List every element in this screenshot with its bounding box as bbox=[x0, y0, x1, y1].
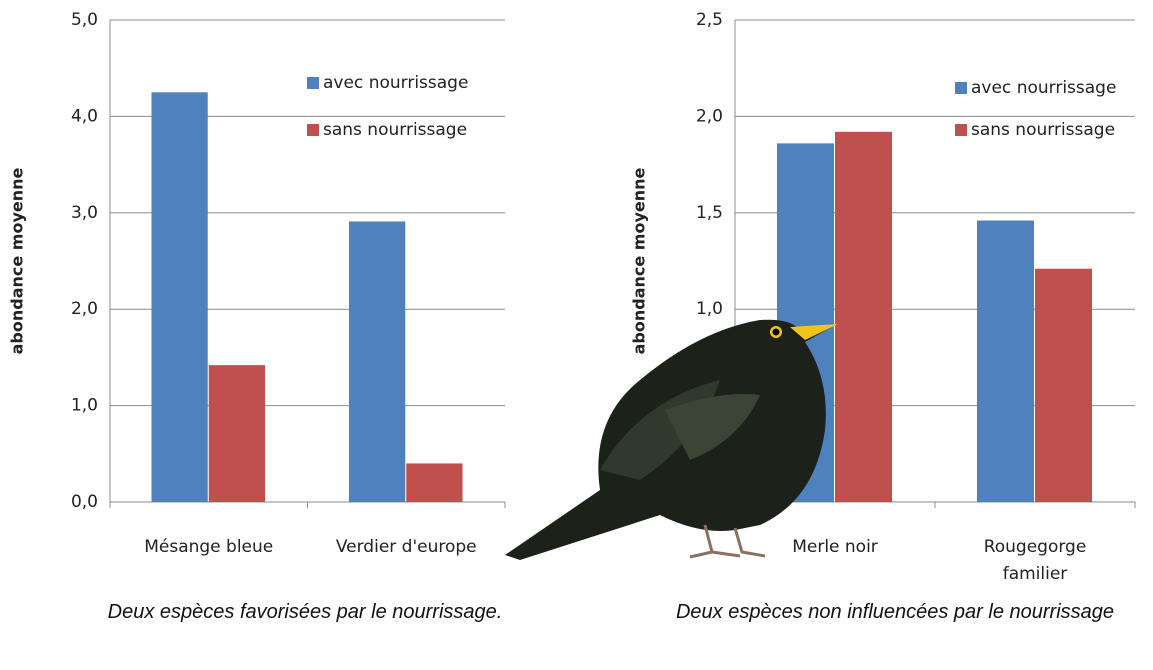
caption-box: Deux espèces favorisées par le nourrissa… bbox=[107, 601, 503, 623]
bar bbox=[151, 92, 208, 503]
x-tick-label-box: Rougegorge familier bbox=[983, 537, 1087, 584]
bar bbox=[348, 221, 406, 502]
y-tick-label: 5,0 bbox=[71, 10, 98, 30]
y-tick-label: 4,0 bbox=[71, 106, 98, 126]
y-tick-label: 1,5 bbox=[696, 203, 723, 223]
caption: Deux espèces favorisées par le nourrissa… bbox=[107, 601, 503, 623]
x-tick-label: Rougegorge familier bbox=[983, 537, 1087, 584]
legend-swatch bbox=[955, 82, 967, 94]
y-tick-label: 3,0 bbox=[71, 203, 98, 223]
x-tick-label-box: Verdier d'europe bbox=[335, 537, 477, 557]
bar bbox=[1035, 268, 1092, 502]
caption: Deux espèces non influencées par le nour… bbox=[675, 601, 1115, 623]
bar bbox=[977, 220, 1034, 502]
y-tick-label: 0,0 bbox=[71, 492, 98, 512]
bar bbox=[835, 131, 892, 502]
blackbird-illustration bbox=[505, 319, 838, 560]
x-tick-label-box: Merle noir bbox=[792, 537, 878, 557]
y-axis-label: abondance moyenne bbox=[8, 167, 27, 354]
bar bbox=[208, 365, 266, 502]
y-axis-label: abondance moyenne bbox=[630, 167, 649, 354]
charts: 0,0 1,0 2,0 3,0 4,0 5,0 Mésange bleue Verdier d… bbox=[8, 10, 1136, 623]
legend-label: avec nourrissage bbox=[323, 73, 468, 93]
y-tick-label: 2,0 bbox=[696, 106, 723, 126]
legend-swatch bbox=[955, 124, 967, 136]
legend-swatch bbox=[307, 124, 319, 136]
y-tick-label: 2,0 bbox=[71, 299, 98, 319]
x-tick-label: Mésange bleue bbox=[144, 537, 274, 557]
y-tick-label: 2,5 bbox=[696, 10, 723, 30]
y-tick-label: 1,0 bbox=[696, 299, 723, 319]
legend-swatch bbox=[307, 77, 319, 89]
bar bbox=[406, 463, 463, 502]
legend-label: sans nourrissage bbox=[971, 120, 1115, 140]
x-tick-label: Verdier d'europe bbox=[335, 537, 477, 557]
legend-label: sans nourrissage bbox=[323, 120, 467, 140]
y-tick-label: 1,0 bbox=[71, 396, 98, 416]
x-tick-label-box: Mésange bleue bbox=[144, 537, 274, 557]
legend-label: avec nourrissage bbox=[971, 78, 1116, 98]
x-tick-label: Merle noir bbox=[792, 537, 878, 557]
caption-box: Deux espèces non influencées par le nour… bbox=[675, 601, 1115, 623]
